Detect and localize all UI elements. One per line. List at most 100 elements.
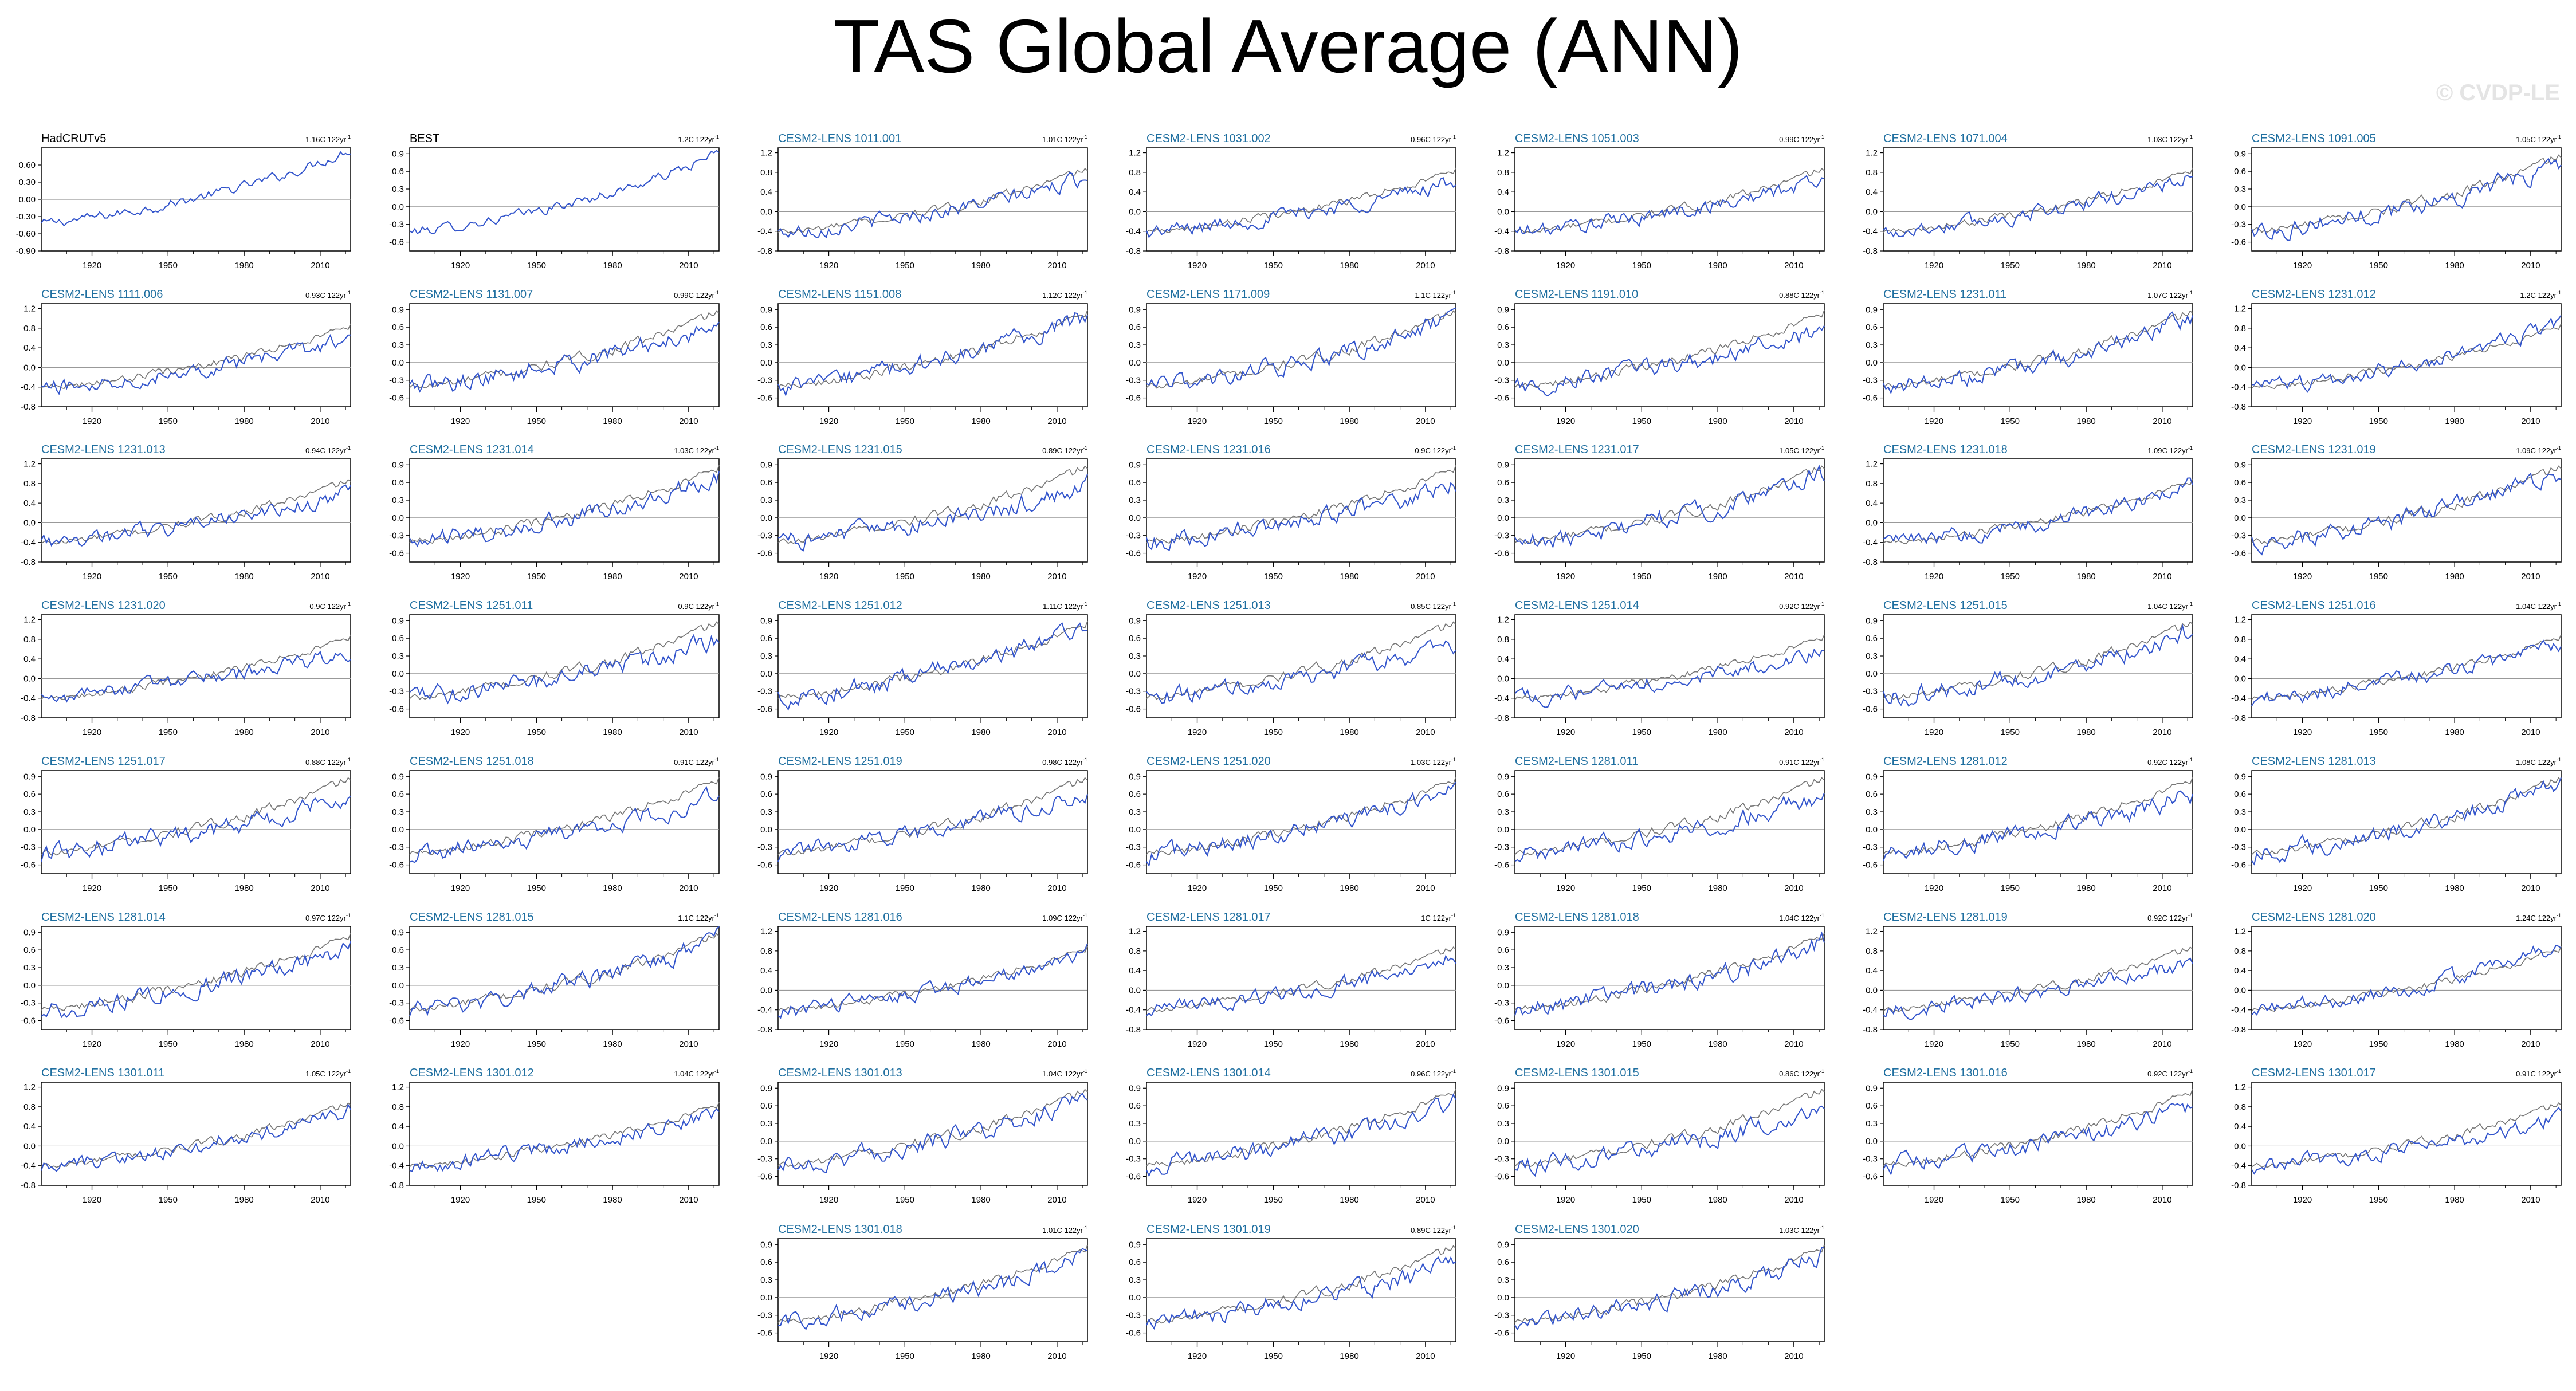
y-tick-label: 0.3	[392, 340, 404, 350]
y-tick-label: 0.0	[1866, 985, 1878, 995]
reference-series-line	[2251, 634, 2562, 701]
y-tick-label: 0.3	[23, 807, 36, 817]
x-tick-label: 1980	[234, 572, 253, 581]
y-tick-label: 0.8	[2234, 1102, 2246, 1112]
panel-title: CESM2-LENS 1251.017	[41, 755, 166, 768]
panel-title: CESM2-LENS 1281.012	[1883, 755, 2008, 768]
x-tick-label: 1920	[83, 728, 101, 737]
x-tick-label: 1980	[2076, 416, 2095, 426]
reference-series-line	[777, 1089, 1088, 1168]
y-tick-label: -0.8	[1126, 1025, 1141, 1035]
y-tick-label: 0.0	[392, 1141, 404, 1151]
x-tick-label: 1920	[2293, 883, 2312, 893]
trend-label: 1.04C 122yr-1	[1042, 1068, 1087, 1078]
x-tick-label: 1980	[234, 1039, 253, 1049]
y-tick-label: -0.6	[757, 394, 772, 403]
y-tick-label: -0.3	[2231, 220, 2246, 230]
y-tick-label: -0.6	[21, 860, 36, 870]
y-tick-label: 0.9	[760, 772, 772, 781]
panel-frame	[41, 926, 351, 1030]
y-tick-label: 0.9	[760, 1083, 772, 1093]
panel-25: CESM2-LENS 1251.013 0.85C 122yr-1 0.9 0.6 0.…	[1126, 599, 1456, 737]
panel-title: CESM2-LENS 1281.015	[410, 911, 534, 924]
x-tick-label: 1980	[1340, 261, 1358, 270]
y-tick-label: 0.6	[1866, 789, 1878, 799]
x-tick-label: 2010	[1416, 416, 1435, 426]
x-tick-label: 1980	[1340, 416, 1358, 426]
y-tick-label: -0.8	[2231, 1025, 2246, 1035]
x-tick-label: 2010	[2521, 1195, 2540, 1205]
y-tick-label: 0.3	[1129, 807, 1141, 817]
y-tick-label: -0.3	[1126, 1311, 1141, 1321]
x-tick-label: 1950	[896, 728, 914, 737]
panel-frame	[41, 614, 351, 718]
reference-series-line	[1883, 1088, 2193, 1167]
y-tick-label: 0.4	[2234, 966, 2246, 976]
y-tick-label: -0.6	[757, 705, 772, 714]
x-tick-label: 2010	[1416, 261, 1435, 270]
x-tick-label: 1920	[451, 572, 470, 581]
panel-frame	[777, 303, 1088, 407]
y-tick-label: 1.2	[23, 304, 36, 314]
y-tick-label: -0.6	[1126, 1172, 1141, 1182]
trend-label: 1.09C 122yr-1	[2147, 445, 2193, 455]
x-tick-label: 2010	[311, 416, 329, 426]
reference-series-line	[2251, 465, 2562, 544]
x-tick-label: 2010	[2153, 728, 2171, 737]
y-tick-label: 0.0	[1497, 1293, 1509, 1303]
trend-label: 1.2C 122yr-1	[678, 134, 719, 144]
series-line	[409, 1108, 720, 1172]
y-tick-label: -0.3	[757, 1311, 772, 1321]
y-tick-label: -0.4	[21, 1161, 36, 1171]
y-tick-label: 0.0	[1129, 1293, 1141, 1303]
trend-label: 1.16C 122yr-1	[305, 134, 351, 144]
x-tick-label: 1920	[819, 1195, 838, 1205]
panel-title: CESM2-LENS 1281.016	[778, 911, 902, 924]
trend-label: 1.09C 122yr-1	[1042, 913, 1087, 922]
series-line	[1146, 1093, 1456, 1177]
panel-frame	[409, 458, 720, 563]
panel-frame	[777, 1238, 1088, 1342]
y-tick-label: -0.3	[757, 531, 772, 541]
panel-48: CESM2-LENS 1301.016 0.92C 122yr-1 0.9 0.6 0.…	[1863, 1067, 2193, 1205]
series-line	[1514, 931, 1825, 1016]
y-tick-label: -0.6	[21, 1016, 36, 1026]
y-tick-label: 0.9	[1497, 460, 1509, 470]
panel-4: CESM2-LENS 1031.002 0.96C 122yr-1 1.2 0.8 0.…	[1126, 132, 1456, 270]
reference-series-line	[777, 620, 1088, 700]
y-tick-label: -0.3	[757, 1154, 772, 1164]
panel-frame	[1146, 458, 1456, 563]
panel-title: BEST	[410, 132, 439, 145]
y-tick-label: -0.8	[1494, 246, 1509, 256]
x-tick-label: 1950	[896, 572, 914, 581]
x-tick-label: 1950	[2001, 1195, 2020, 1205]
trend-label: 0.97C 122yr-1	[305, 913, 351, 922]
panel-title: CESM2-LENS 1251.015	[1883, 599, 2008, 612]
panel-frame	[409, 1082, 720, 1186]
panel-18: CESM2-LENS 1231.016 0.9C 122yr-1 0.9 0.6 0.3…	[1126, 443, 1456, 581]
y-tick-label: -0.6	[1126, 1329, 1141, 1338]
x-tick-label: 2010	[2153, 416, 2171, 426]
x-tick-label: 1950	[896, 1039, 914, 1049]
x-tick-label: 1980	[603, 261, 622, 270]
y-tick-label: 0.8	[23, 1102, 36, 1112]
x-tick-label: 1980	[603, 1195, 622, 1205]
x-tick-label: 1950	[1264, 883, 1283, 893]
series-line	[777, 622, 1088, 711]
panel-15: CESM2-LENS 1231.013 0.94C 122yr-1 1.2 0.8 0.…	[21, 443, 351, 581]
y-tick-label: 0.8	[1129, 946, 1141, 956]
x-tick-label: 1950	[2369, 1195, 2388, 1205]
x-tick-label: 1980	[1708, 1039, 1727, 1049]
x-tick-label: 1950	[527, 261, 546, 270]
y-tick-label: 0.6	[1497, 945, 1509, 955]
x-tick-label: 1920	[2293, 1195, 2312, 1205]
y-tick-label: 0.0	[1129, 1137, 1141, 1146]
panel-title: CESM2-LENS 1301.019	[1146, 1223, 1271, 1236]
x-tick-label: 1920	[451, 728, 470, 737]
series-line	[1514, 648, 1824, 708]
y-tick-label: 0.3	[1497, 1275, 1509, 1285]
series-line	[2251, 472, 2562, 556]
x-tick-label: 1980	[1340, 728, 1358, 737]
x-tick-label: 1920	[1556, 416, 1575, 426]
y-tick-label: 0.0	[2234, 985, 2246, 995]
